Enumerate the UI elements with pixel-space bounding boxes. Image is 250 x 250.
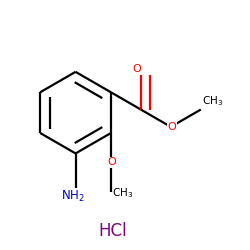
Text: CH$_3$: CH$_3$ (112, 186, 133, 200)
Text: O: O (133, 64, 141, 74)
Text: HCl: HCl (98, 222, 127, 240)
Text: NH$_2$: NH$_2$ (61, 189, 85, 204)
Text: O: O (168, 122, 176, 132)
Text: CH$_3$: CH$_3$ (202, 94, 223, 108)
Text: O: O (107, 158, 116, 168)
